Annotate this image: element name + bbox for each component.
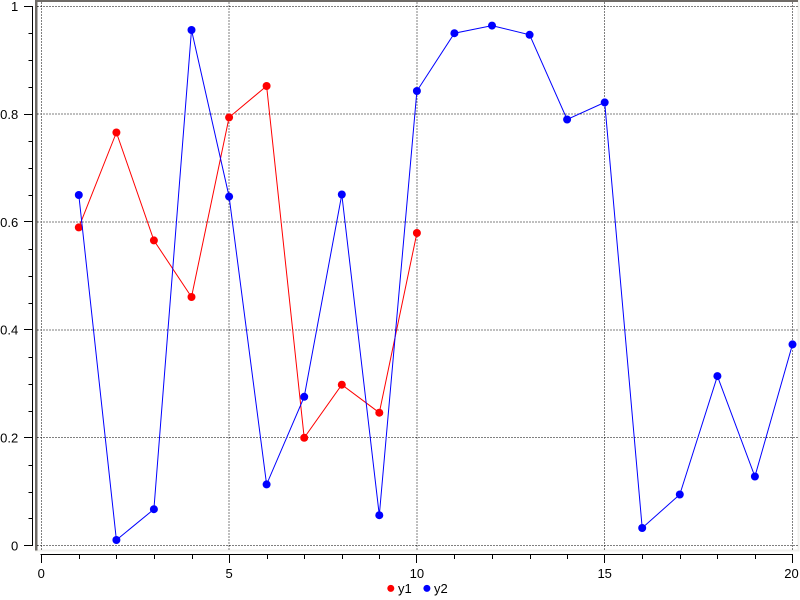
svg-text:0.4: 0.4	[0, 323, 18, 338]
svg-text:1: 1	[11, 0, 18, 14]
svg-text:0: 0	[38, 566, 45, 581]
svg-text:10: 10	[410, 566, 424, 581]
svg-text:0: 0	[11, 538, 18, 553]
svg-text:0.2: 0.2	[0, 431, 18, 446]
svg-text:0.8: 0.8	[0, 107, 18, 122]
svg-text:20: 20	[784, 566, 798, 581]
svg-text:15: 15	[597, 566, 611, 581]
svg-text:y1: y1	[398, 581, 412, 596]
svg-text:0.6: 0.6	[0, 215, 18, 230]
svg-text:y2: y2	[434, 581, 448, 596]
svg-text:5: 5	[225, 566, 232, 581]
